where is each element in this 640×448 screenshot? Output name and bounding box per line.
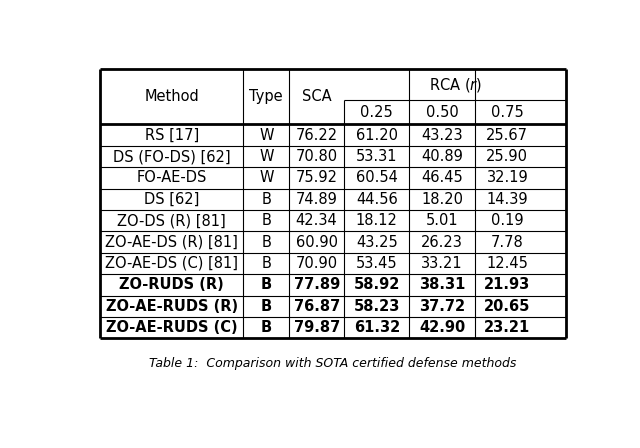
Text: 74.89: 74.89 [296, 192, 337, 207]
Text: SCA: SCA [302, 89, 332, 104]
Text: ZO-AE-DS (R) [81]: ZO-AE-DS (R) [81] [105, 235, 238, 250]
Text: W: W [259, 128, 273, 142]
Text: ZO-AE-RUDS (R): ZO-AE-RUDS (R) [106, 299, 237, 314]
Text: 75.92: 75.92 [296, 170, 338, 185]
Text: B: B [261, 192, 271, 207]
Text: B: B [260, 299, 272, 314]
Text: W: W [259, 149, 273, 164]
Text: 42.90: 42.90 [419, 320, 465, 335]
Text: 70.80: 70.80 [296, 149, 338, 164]
Text: 32.19: 32.19 [486, 170, 528, 185]
Text: DS (FO-DS) [62]: DS (FO-DS) [62] [113, 149, 230, 164]
Text: ZO-DS (R) [81]: ZO-DS (R) [81] [117, 213, 226, 228]
Text: 60.54: 60.54 [356, 170, 397, 185]
Text: B: B [260, 320, 272, 335]
Text: 43.25: 43.25 [356, 235, 397, 250]
Text: 79.87: 79.87 [294, 320, 340, 335]
Text: 42.34: 42.34 [296, 213, 337, 228]
Text: ZO-RUDS (R): ZO-RUDS (R) [119, 277, 224, 293]
Text: 25.67: 25.67 [486, 128, 529, 142]
Text: 5.01: 5.01 [426, 213, 458, 228]
Text: 25.90: 25.90 [486, 149, 529, 164]
Text: 23.21: 23.21 [484, 320, 531, 335]
Text: 40.89: 40.89 [421, 149, 463, 164]
Text: DS [62]: DS [62] [144, 192, 199, 207]
Text: RCA ($r$): RCA ($r$) [429, 76, 482, 94]
Text: 70.90: 70.90 [296, 256, 338, 271]
Text: B: B [260, 277, 272, 293]
Text: 77.89: 77.89 [294, 277, 340, 293]
Text: 61.32: 61.32 [354, 320, 400, 335]
Text: 76.87: 76.87 [294, 299, 340, 314]
Text: 37.72: 37.72 [419, 299, 465, 314]
Text: B: B [261, 256, 271, 271]
Text: 38.31: 38.31 [419, 277, 465, 293]
Text: B: B [261, 213, 271, 228]
Text: 20.65: 20.65 [484, 299, 531, 314]
Text: 58.92: 58.92 [353, 277, 400, 293]
Text: W: W [259, 170, 273, 185]
Text: 0.75: 0.75 [491, 105, 524, 120]
Text: 7.78: 7.78 [491, 235, 524, 250]
Text: 60.90: 60.90 [296, 235, 338, 250]
Text: 76.22: 76.22 [296, 128, 338, 142]
Text: 43.23: 43.23 [421, 128, 463, 142]
Text: 46.45: 46.45 [421, 170, 463, 185]
Text: ZO-AE-RUDS (C): ZO-AE-RUDS (C) [106, 320, 237, 335]
Text: 21.93: 21.93 [484, 277, 531, 293]
Text: B: B [261, 235, 271, 250]
Text: 0.25: 0.25 [360, 105, 393, 120]
Text: Table 1:  Comparison with SOTA certified defense methods: Table 1: Comparison with SOTA certified … [149, 357, 516, 370]
Text: 26.23: 26.23 [421, 235, 463, 250]
Text: 58.23: 58.23 [353, 299, 400, 314]
Text: FO-AE-DS: FO-AE-DS [136, 170, 207, 185]
Text: 14.39: 14.39 [486, 192, 528, 207]
Text: 0.19: 0.19 [491, 213, 524, 228]
Text: 53.31: 53.31 [356, 149, 397, 164]
Text: Method: Method [144, 89, 199, 104]
Text: 44.56: 44.56 [356, 192, 397, 207]
Text: 18.20: 18.20 [421, 192, 463, 207]
Text: 12.45: 12.45 [486, 256, 528, 271]
Text: 18.12: 18.12 [356, 213, 397, 228]
Text: 0.50: 0.50 [426, 105, 458, 120]
Text: RS [17]: RS [17] [145, 128, 199, 142]
Text: 61.20: 61.20 [356, 128, 398, 142]
Text: 33.21: 33.21 [421, 256, 463, 271]
Text: ZO-AE-DS (C) [81]: ZO-AE-DS (C) [81] [105, 256, 238, 271]
Text: 53.45: 53.45 [356, 256, 397, 271]
Text: Type: Type [250, 89, 283, 104]
